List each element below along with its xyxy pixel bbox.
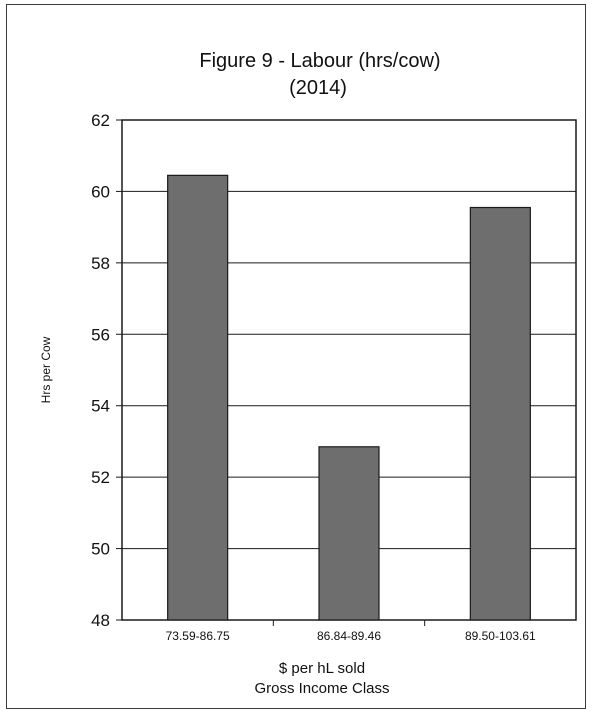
y-tick-label: 56	[91, 325, 110, 344]
x-axis-categories: 73.59-86.75 86.84-89.46 89.50-103.61	[166, 620, 536, 643]
y-tick-label: 50	[91, 540, 110, 559]
chart-subtitle: (2014)	[289, 77, 347, 99]
x-axis-label-secondary: Gross Income Class	[254, 680, 389, 697]
y-axis-label: Hrs per Cow	[39, 336, 53, 403]
chart-title: Figure 9 - Labour (hrs/cow)	[199, 50, 440, 72]
bars	[167, 174, 531, 621]
y-tick-label: 62	[91, 111, 110, 130]
x-category-label: 89.50-103.61	[465, 629, 536, 643]
bar-2	[318, 446, 380, 621]
y-tick-label: 48	[91, 611, 110, 630]
y-tick-label: 60	[91, 182, 110, 201]
y-tick-label: 58	[91, 254, 110, 273]
x-category-label: 73.59-86.75	[166, 629, 230, 643]
y-tick-label: 54	[91, 397, 110, 416]
bar-1	[167, 174, 229, 621]
x-axis-label: $ per hL sold	[279, 660, 365, 677]
x-category-label: 86.84-89.46	[317, 629, 381, 643]
y-axis-ticks: 48 50 52 54 56 58 60 62	[91, 111, 122, 630]
y-tick-label: 52	[91, 468, 110, 487]
bar-3	[469, 206, 531, 621]
